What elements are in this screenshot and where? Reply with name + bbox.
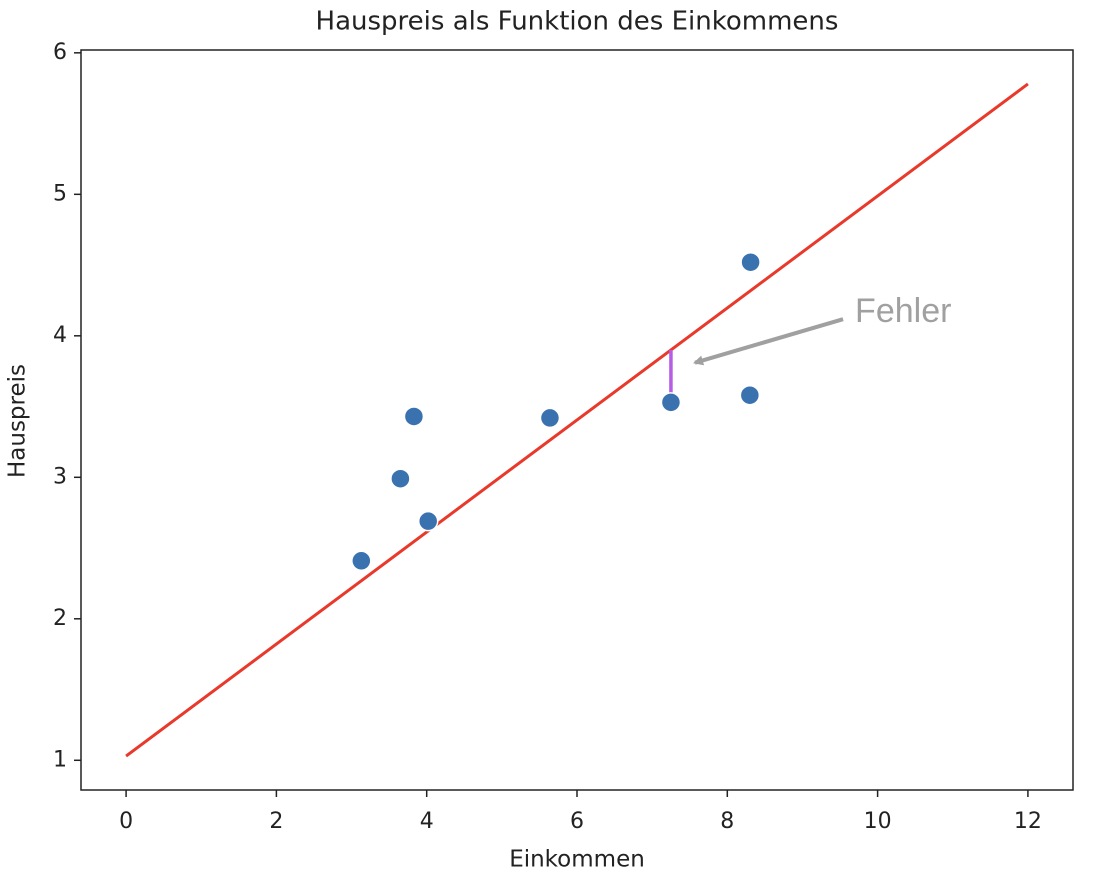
point xyxy=(660,392,682,413)
point xyxy=(417,510,439,532)
point xyxy=(539,407,561,429)
y-tick-label: 5 xyxy=(53,181,67,206)
x-tick-label: 12 xyxy=(1014,809,1042,834)
annotation-text: Fehler xyxy=(855,292,951,330)
plot-frame xyxy=(80,49,1074,791)
x-axis-label: Einkommen xyxy=(509,847,645,873)
fit-line xyxy=(125,82,1029,758)
chart-title: Hauspreis als Funktion des Einkommens xyxy=(316,7,839,37)
x-tick-label: 4 xyxy=(420,809,434,834)
x-tick-label: 2 xyxy=(269,809,283,834)
y-tick-label: 2 xyxy=(53,606,67,631)
point xyxy=(403,406,425,427)
x-tick-label: 6 xyxy=(570,809,584,834)
point xyxy=(740,251,761,273)
y-tick-label: 3 xyxy=(53,464,67,489)
point xyxy=(390,468,411,489)
x-tick-label: 8 xyxy=(720,809,734,834)
point xyxy=(351,550,372,572)
y-tick-label: 6 xyxy=(53,40,67,65)
point xyxy=(739,384,761,406)
x-tick-label: 0 xyxy=(119,809,133,834)
y-tick-label: 1 xyxy=(53,747,67,772)
y-axis-label: Hauspreis xyxy=(5,364,31,478)
annotation-arrow xyxy=(693,317,844,366)
y-tick-label: 4 xyxy=(53,323,67,348)
x-tick-label: 10 xyxy=(864,809,892,834)
